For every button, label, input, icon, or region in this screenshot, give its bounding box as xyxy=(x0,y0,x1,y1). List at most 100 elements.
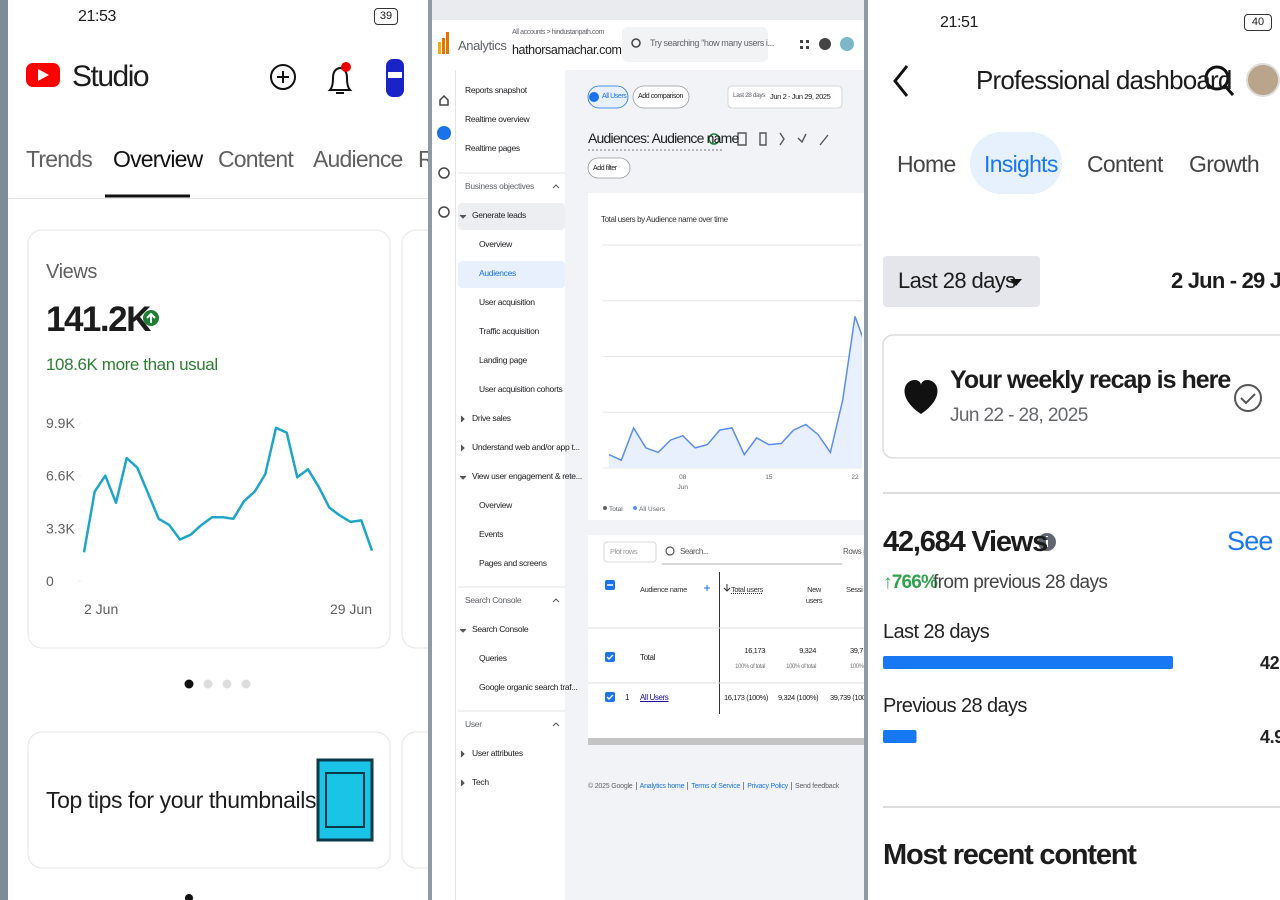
column-header[interactable]: Total users xyxy=(731,585,763,594)
tips-card[interactable] xyxy=(27,731,391,869)
nav-item[interactable]: Google organic search traf... xyxy=(479,682,578,692)
nav-item[interactable]: Tech xyxy=(472,777,489,787)
recap-card[interactable] xyxy=(882,334,1280,459)
nav-item[interactable]: Pages and screens xyxy=(479,558,547,568)
browser-bar xyxy=(432,0,864,20)
separator xyxy=(687,782,689,790)
nav-item[interactable]: Queries xyxy=(479,653,507,663)
footer-link[interactable]: Privacy Policy xyxy=(747,782,788,790)
bar-value: 42K xyxy=(1260,653,1280,673)
total-share: 100% of t xyxy=(850,664,864,670)
segment-badge xyxy=(589,92,599,102)
tab[interactable]: R xyxy=(418,146,428,172)
chart-title: Total users by Audience name over time xyxy=(601,215,728,224)
nav-chevron xyxy=(460,779,465,787)
nav-item[interactable]: Reports snapshot xyxy=(465,85,527,95)
page-dot[interactable] xyxy=(203,679,213,689)
see-all[interactable]: See al xyxy=(1227,526,1280,556)
reports-icon[interactable] xyxy=(437,126,451,140)
column-header: Audience name xyxy=(640,585,687,594)
plot-rows-button[interactable] xyxy=(603,541,657,563)
up-arrow xyxy=(146,312,156,323)
x-tick-label: 22 xyxy=(851,474,859,481)
segment-chip[interactable] xyxy=(587,85,629,109)
page-dot[interactable] xyxy=(241,679,251,689)
y-tick-label: 9.9K xyxy=(46,415,75,431)
y-tick-label: 6.6K xyxy=(46,468,75,484)
change-text: from previous 28 days xyxy=(933,572,1108,593)
tips-title[interactable]: Top tips for your thumbnails xyxy=(46,787,317,813)
date-picker[interactable] xyxy=(727,85,843,109)
notifications[interactable] xyxy=(327,66,353,94)
tab[interactable]: Home xyxy=(897,151,956,177)
column-header[interactable]: Sessi xyxy=(846,585,863,594)
home-icon[interactable] xyxy=(439,94,449,106)
profile-avatar[interactable] xyxy=(1246,63,1280,97)
column-header[interactable]: New users xyxy=(805,585,823,605)
nav-item[interactable]: View user engagement & rete... xyxy=(472,471,582,481)
nav-item: Business objectives xyxy=(465,181,534,191)
nav-item[interactable]: Realtime overview xyxy=(465,114,530,124)
nav-item[interactable]: Traffic acquisition xyxy=(479,326,539,336)
apps-icon[interactable] xyxy=(800,40,809,49)
x-tick-label: 15 xyxy=(765,474,773,481)
tab[interactable]: Content xyxy=(1087,151,1163,177)
account-avatar[interactable] xyxy=(840,37,854,51)
nav-item[interactable]: Landing page xyxy=(479,355,527,365)
check-icon xyxy=(1234,384,1262,412)
footer-link[interactable]: Terms of Service xyxy=(691,782,741,790)
nav-item[interactable]: Generate leads xyxy=(472,210,526,220)
help-icon[interactable] xyxy=(819,38,831,50)
page-dot[interactable] xyxy=(184,679,194,689)
comparison-chip[interactable] xyxy=(632,85,690,109)
page-dot[interactable] xyxy=(222,679,232,689)
separator xyxy=(635,782,637,790)
advertising-icon[interactable] xyxy=(438,206,450,218)
status-time: 21:51 xyxy=(940,14,979,31)
tab[interactable]: Overview xyxy=(113,146,203,172)
tab[interactable]: Growth xyxy=(1189,151,1260,177)
change-percent: ↑766% xyxy=(883,572,938,593)
nav-chevron xyxy=(459,628,467,633)
property-selector[interactable]: hathorsamachar.com xyxy=(512,43,622,57)
nav-item[interactable]: Search Console xyxy=(472,624,529,634)
section-chevron xyxy=(552,722,560,727)
filter-chip[interactable] xyxy=(587,157,631,179)
explore-icon[interactable] xyxy=(438,167,450,179)
nav-item[interactable]: Overview xyxy=(479,500,513,510)
nav-item[interactable]: Understand web and/or app t... xyxy=(472,442,580,452)
nav-item[interactable]: Drive sales xyxy=(472,413,511,423)
footer-link[interactable]: Analytics home xyxy=(639,782,685,790)
nav-item[interactable]: User attributes xyxy=(472,748,523,758)
back-button[interactable] xyxy=(893,65,909,97)
users-area xyxy=(609,316,862,468)
tab[interactable]: Trends xyxy=(26,146,93,172)
nav-item[interactable]: User acquisition cohorts xyxy=(479,384,563,394)
heart-icon xyxy=(904,380,938,414)
nav-item[interactable]: Overview xyxy=(479,239,513,249)
scrollbar[interactable] xyxy=(588,738,864,745)
create-button[interactable] xyxy=(270,64,296,90)
legend-swatch xyxy=(603,506,607,510)
tab[interactable]: Content xyxy=(218,146,294,172)
search-button[interactable] xyxy=(1204,65,1230,91)
cell: 39,739 (100%) xyxy=(830,693,864,702)
nav-item[interactable]: Realtime pages xyxy=(465,143,520,153)
battery: 40 xyxy=(1244,14,1272,31)
report-actions[interactable] xyxy=(737,132,829,146)
tab[interactable]: Insights xyxy=(984,151,1058,177)
views-card xyxy=(27,229,391,649)
tab[interactable]: Audience xyxy=(313,146,403,172)
nav-item[interactable]: Events xyxy=(479,529,504,539)
row-checkbox[interactable] xyxy=(605,652,615,662)
views-line xyxy=(82,426,374,553)
nav-item[interactable]: Audiences xyxy=(479,268,516,278)
row-checkbox[interactable] xyxy=(605,692,615,702)
footer-link[interactable]: Send feedback xyxy=(794,782,840,790)
row-name[interactable]: All Users xyxy=(640,693,669,702)
nav-item[interactable]: User acquisition xyxy=(479,297,535,307)
breadcrumb[interactable]: All accounts > hindustanpath.com xyxy=(512,29,605,36)
period-dropdown[interactable] xyxy=(883,256,1040,307)
thumbnail-frame xyxy=(325,772,365,828)
search-box[interactable] xyxy=(622,27,768,62)
